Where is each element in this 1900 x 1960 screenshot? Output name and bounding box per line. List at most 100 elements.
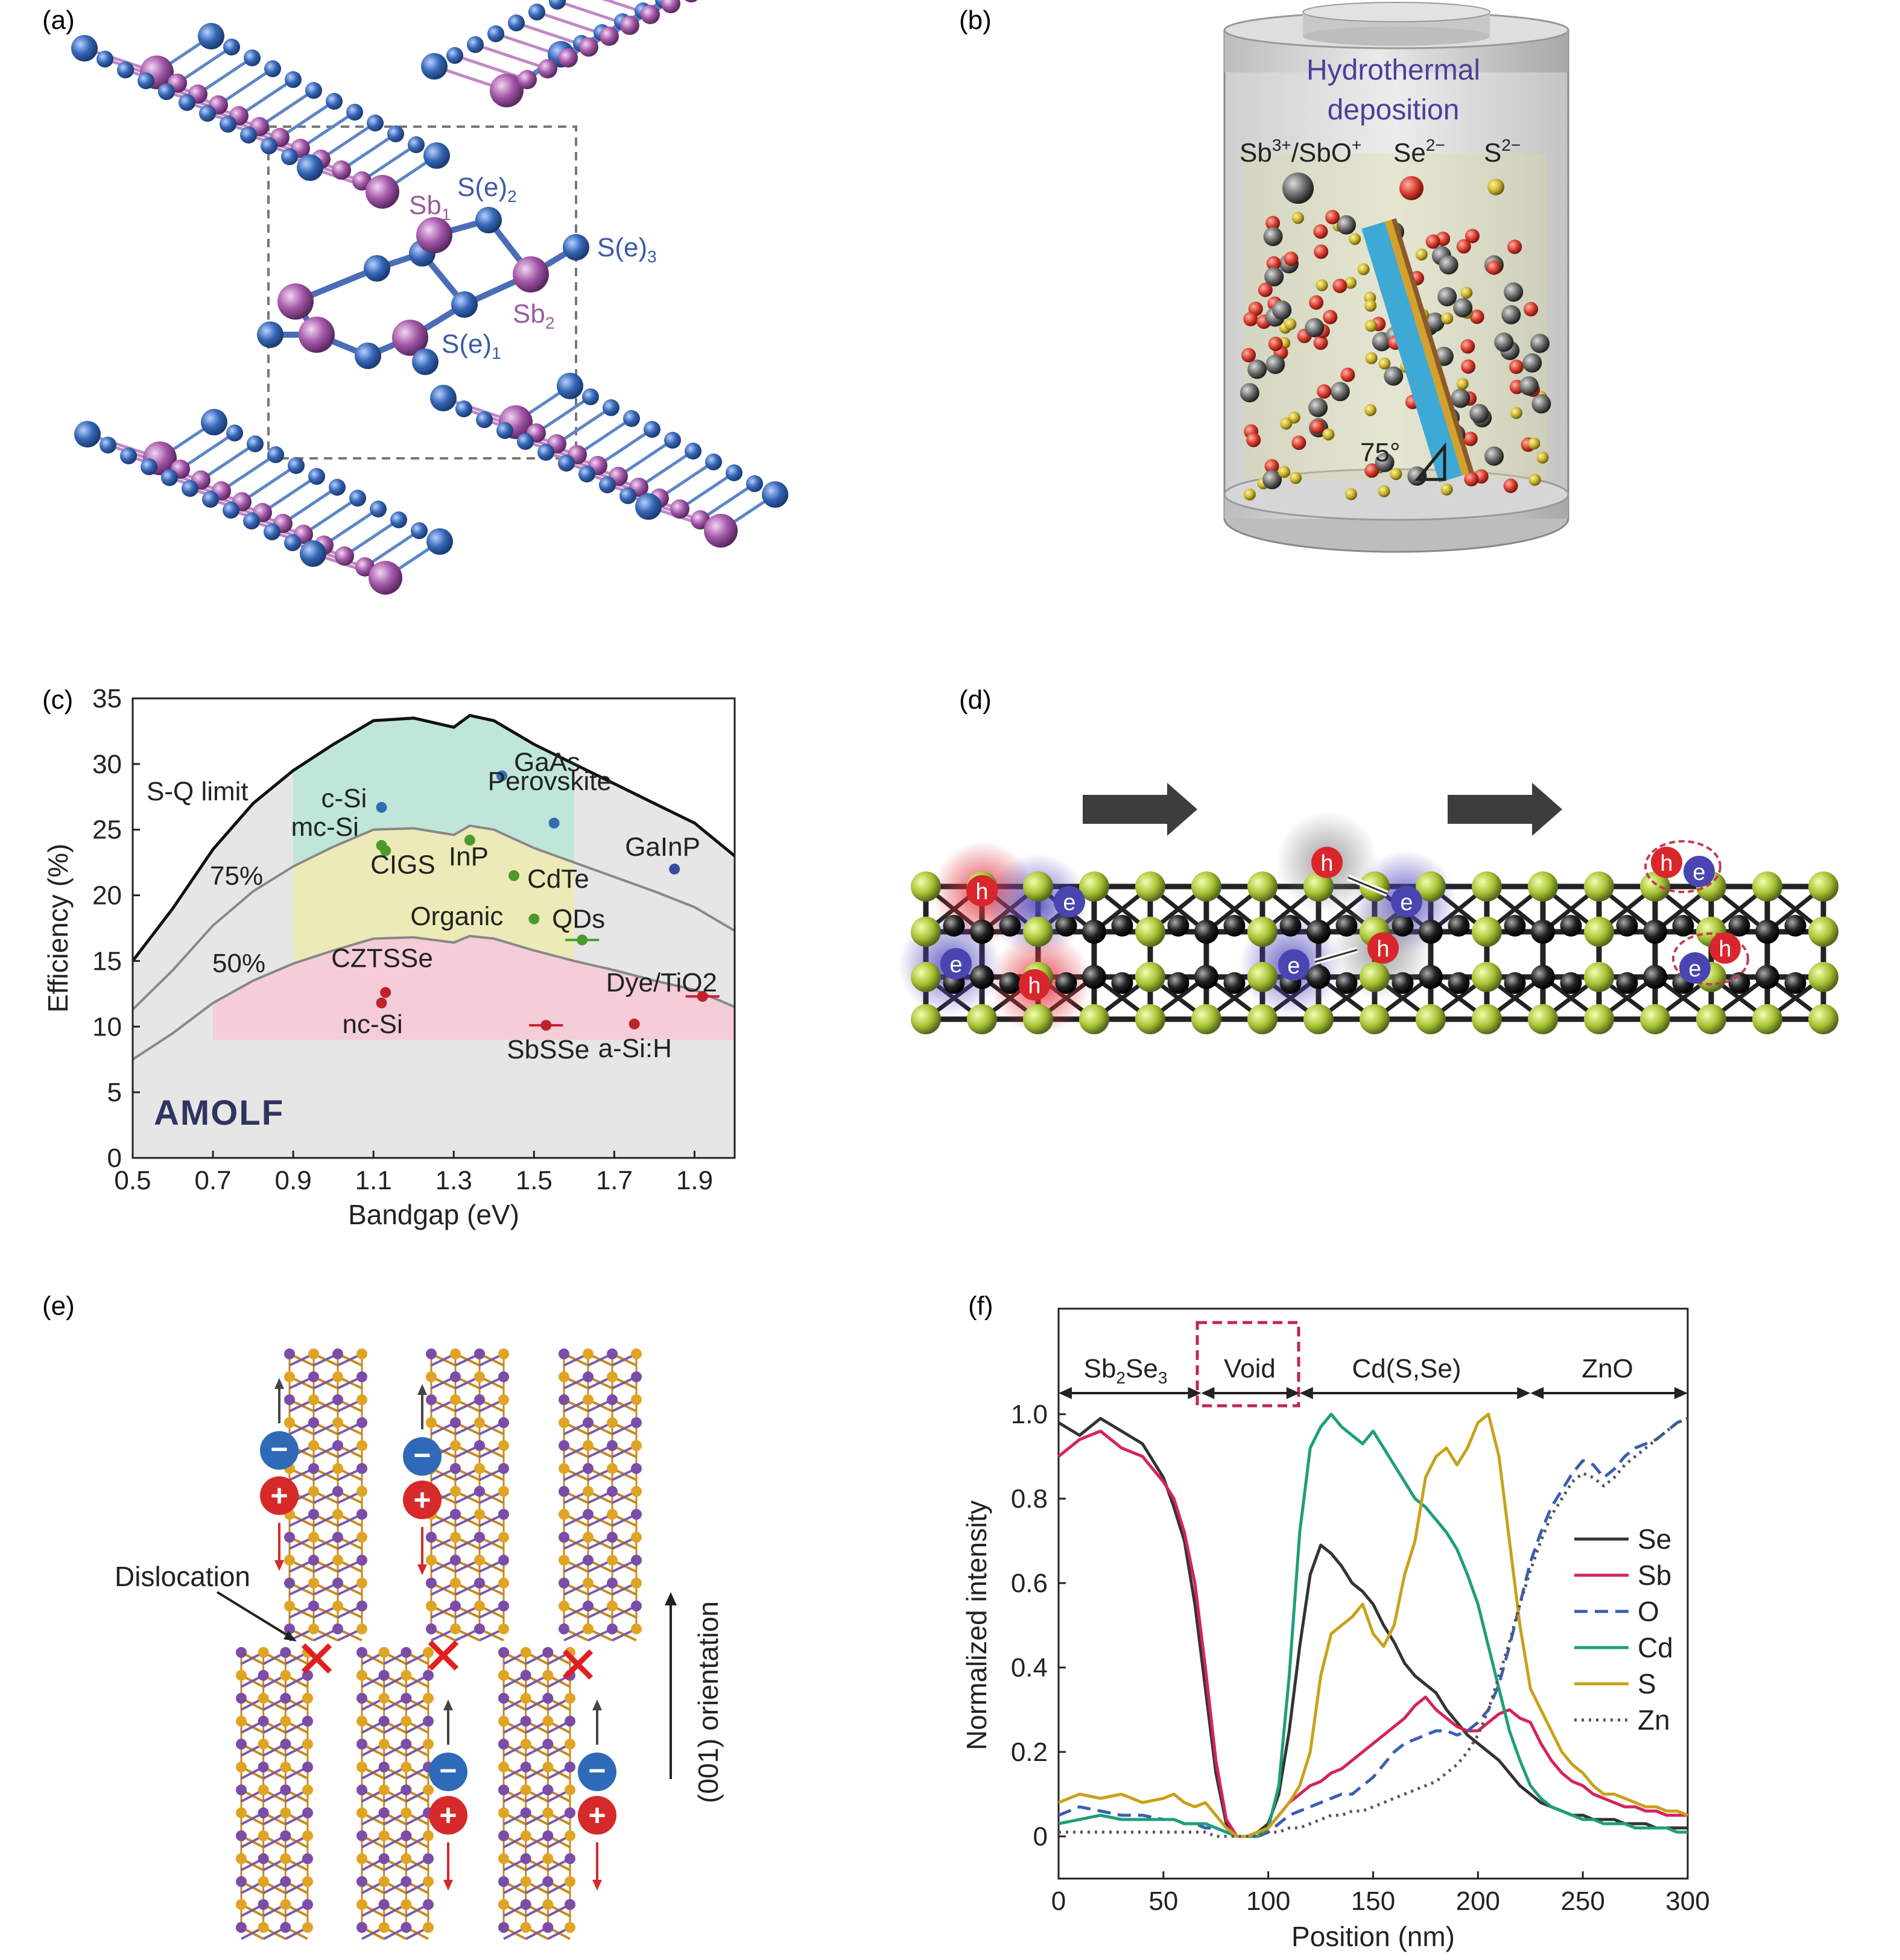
s-atom <box>1584 871 1614 902</box>
point-label: CIGS <box>370 850 435 880</box>
s-atom <box>1191 1004 1221 1034</box>
bond <box>340 132 397 172</box>
sb-atom <box>583 1555 594 1566</box>
label-se2: S(e)2 <box>457 172 517 206</box>
exciton-pair-outline <box>1644 840 1721 893</box>
y-tick-label: 0 <box>107 1143 122 1173</box>
sb-atom <box>258 1670 269 1681</box>
bond <box>576 417 633 457</box>
se-atom <box>565 1739 575 1750</box>
panel-a-crystal-structure: Sb1 S(e)2 S(e)3 Sb2 S(e)1 <box>71 0 788 595</box>
panel-b-hydrothermal-vessel: Hydrothermal deposition Sb3+/SbO+ Se2− S… <box>1223 2 1569 553</box>
y-tick-label: 20 <box>92 881 122 911</box>
se-atom <box>356 1440 367 1451</box>
vessel-lid-knob-base <box>1303 27 1490 46</box>
s-atom <box>911 962 941 992</box>
sb-atom <box>565 1807 575 1818</box>
bond <box>566 461 639 489</box>
ion <box>1509 359 1524 375</box>
sb-atom <box>1672 915 1694 937</box>
se-atom <box>474 1463 485 1474</box>
electron-symbol <box>260 1431 299 1470</box>
se-atom <box>364 255 390 282</box>
x-tick-label: 0 <box>1051 1886 1066 1916</box>
se-atom <box>202 491 219 508</box>
region-bracket-arrow <box>1201 1387 1215 1399</box>
ion <box>1378 357 1391 370</box>
s-atom <box>1528 871 1558 902</box>
ion <box>1365 352 1378 364</box>
s-atom <box>1640 1004 1670 1034</box>
electron-carrier <box>1683 856 1715 887</box>
se-atom <box>520 1647 531 1658</box>
se-atom <box>559 1555 569 1566</box>
y-tick-label: 0.8 <box>1011 1484 1048 1514</box>
sb-atom <box>490 74 524 107</box>
ion <box>1510 406 1522 419</box>
se-atom <box>423 1693 434 1704</box>
se-atom <box>498 1348 509 1359</box>
sb-atom <box>302 1762 313 1772</box>
point-label: a-Si:H <box>598 1034 672 1063</box>
se-atom <box>450 1532 461 1543</box>
sb-atom <box>356 1830 367 1841</box>
se-atom <box>356 1578 367 1589</box>
se-atom <box>559 1417 569 1428</box>
sb-atom <box>1335 915 1358 937</box>
sb-atom <box>498 1922 509 1933</box>
se-atom <box>563 234 589 261</box>
s-atom <box>1135 871 1165 902</box>
sb-atom <box>1616 915 1638 937</box>
hole-carrier <box>1019 969 1050 1001</box>
ion <box>1461 359 1476 374</box>
y-tick-label: 1.0 <box>1011 1400 1048 1429</box>
sb-atom <box>1419 920 1443 944</box>
se-atom <box>356 1532 367 1543</box>
se-atom <box>426 1601 437 1611</box>
sb-atom <box>498 1739 509 1750</box>
plus-sign: + <box>413 1483 431 1517</box>
y-tick-label: 15 <box>92 946 122 976</box>
region-zno: ZnO <box>1582 1354 1633 1383</box>
bond <box>361 143 417 183</box>
bond <box>189 487 263 514</box>
sb-atom <box>236 1785 247 1795</box>
ion <box>1460 286 1473 299</box>
sb-atom <box>1531 920 1555 944</box>
se-atom <box>161 469 178 486</box>
bond <box>679 471 735 511</box>
se-atom <box>308 468 325 485</box>
sb-atom <box>258 1716 269 1727</box>
sb-atom <box>401 1739 412 1750</box>
x-tick-label: 0.7 <box>194 1166 231 1195</box>
se-atom <box>302 1693 313 1704</box>
ion <box>1313 335 1328 350</box>
ion <box>1456 239 1471 254</box>
se-atom <box>423 1739 434 1750</box>
point-label: CdTe <box>527 864 589 894</box>
vessel-title-line2: deposition <box>1328 94 1460 126</box>
se-atom <box>450 1623 461 1634</box>
s-atom <box>1584 1004 1614 1034</box>
ion <box>1528 473 1541 486</box>
ion <box>1464 472 1479 487</box>
electron-label: e <box>1400 890 1413 915</box>
se-atom <box>356 1899 367 1910</box>
se-atom <box>487 25 504 42</box>
sb-atom <box>607 1440 618 1451</box>
region-labels: Sb2Se3 Void Cd(S,Se) ZnO <box>1059 1321 1688 1408</box>
s-atom <box>1023 917 1053 947</box>
data-point-cztsse <box>380 987 391 998</box>
se-atom <box>517 433 534 450</box>
sb-atom <box>538 59 557 78</box>
substrate-edge <box>1392 218 1474 473</box>
se-atom <box>236 1807 247 1818</box>
se-atom <box>356 1486 367 1497</box>
electron-label: e <box>1063 890 1075 915</box>
ion <box>1453 298 1473 318</box>
se-atom <box>401 1807 412 1818</box>
sb-atom <box>583 1509 594 1520</box>
se-atom <box>411 522 428 539</box>
ion <box>1486 260 1501 275</box>
